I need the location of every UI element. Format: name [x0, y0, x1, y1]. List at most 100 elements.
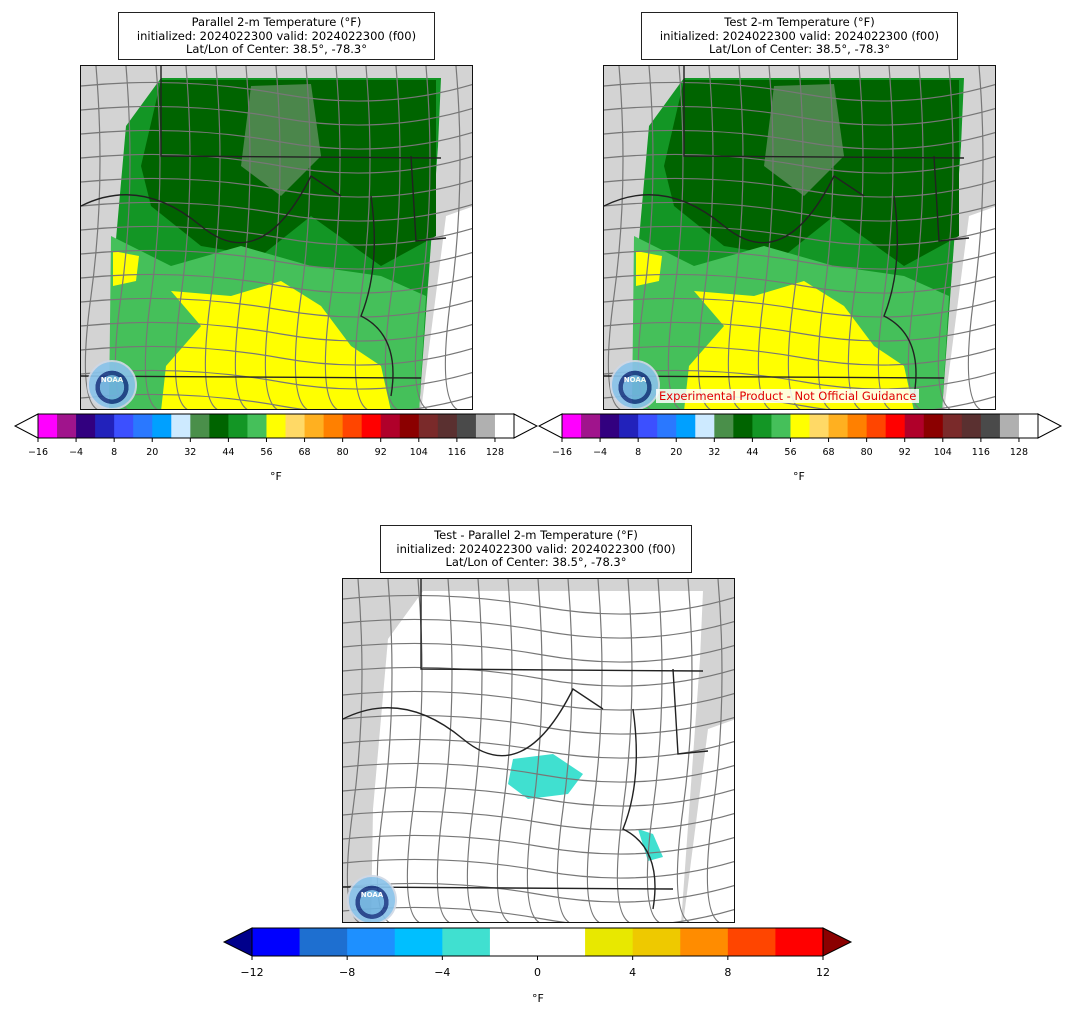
test-map: NOAA Experimental Product - Not Official… — [603, 65, 996, 410]
coastline — [622, 708, 656, 910]
parallel-colorbar: −16 −4 8 20 32 44 56 68 80 92 104 116 128 — [13, 413, 539, 463]
county-line — [81, 153, 472, 174]
colorbar-swatch — [95, 414, 115, 438]
diff-init-valid: initialized: 2024022300 valid: 202402230… — [396, 541, 676, 556]
colorbar-swatch — [581, 414, 601, 438]
colorbar-swatch — [171, 414, 191, 438]
state-boundary — [604, 375, 945, 379]
colorbar-swatch — [304, 414, 325, 438]
county-line — [414, 66, 431, 409]
colorbar-swatch — [619, 414, 639, 438]
colorbar-tick-label: −12 — [240, 966, 263, 979]
colorbar-swatch — [252, 928, 301, 956]
colorbar-swatch — [475, 414, 496, 438]
colorbar-tick-label: 0 — [534, 966, 541, 979]
county-line — [604, 105, 995, 126]
colorbar-swatch — [399, 414, 420, 438]
colorbar-swatch — [342, 414, 363, 438]
county-line — [324, 66, 341, 409]
colorbar-extend-low — [537, 413, 563, 439]
colorbar-swatch — [38, 414, 58, 438]
county-line — [81, 321, 472, 342]
county-line — [604, 81, 995, 102]
colorbar-extend-high — [1037, 413, 1063, 439]
county-line — [586, 579, 603, 922]
county-line — [343, 786, 734, 807]
test-map-field — [604, 66, 995, 409]
county-line — [967, 66, 984, 409]
colorbar-tick-label: 104 — [410, 447, 428, 458]
county-line — [343, 810, 734, 831]
state-boundary — [420, 579, 704, 672]
diff-colorbar-unit: °F — [532, 992, 544, 1005]
colorbar-swatch — [961, 414, 982, 438]
county-line — [604, 249, 995, 270]
colorbar-swatch — [133, 414, 153, 438]
county-line — [343, 690, 734, 711]
colorbar-tick-label: 68 — [823, 447, 835, 458]
colorbar-swatch — [904, 414, 925, 438]
colorbar-tick-label: 128 — [1010, 447, 1028, 458]
state-boundary — [81, 375, 422, 379]
test-init-valid: initialized: 2024022300 valid: 202402230… — [659, 28, 940, 43]
county-line — [604, 321, 995, 342]
colorbar-tick-label: 32 — [184, 447, 196, 458]
state-boundary — [81, 174, 342, 244]
parallel-center: Lat/Lon of Center: 38.5°, -78.3° — [186, 42, 367, 56]
state-lines — [81, 66, 447, 397]
county-line — [343, 762, 734, 783]
colorbar-swatch — [923, 414, 944, 438]
county-line — [81, 273, 472, 294]
colorbar-swatch — [323, 414, 344, 438]
colorbar-tick-label: 56 — [260, 447, 272, 458]
colorbar-swatch — [209, 414, 229, 438]
noaa-logo: NOAA — [610, 360, 660, 409]
colorbar-tick-label: −4 — [593, 447, 607, 458]
colorbar-swatch — [775, 928, 824, 956]
county-line — [937, 66, 954, 409]
county-line — [604, 297, 995, 318]
colorbar-tick-label: 92 — [899, 447, 911, 458]
colorbar-swatch — [632, 928, 681, 956]
county-line — [604, 153, 995, 174]
colorbar-swatch — [247, 414, 267, 438]
diff-map: NOAA — [342, 578, 735, 923]
colorbar-tick-label: −4 — [434, 966, 450, 979]
colorbar-tick-label: 80 — [861, 447, 873, 458]
parallel-title-box: Parallel 2-m Temperature (°F) initialize… — [118, 12, 435, 60]
diff-center: Lat/Lon of Center: 38.5°, -78.3° — [445, 555, 627, 569]
county-line — [343, 834, 734, 855]
colorbar-tick-label: 8 — [111, 447, 117, 458]
colorbar-tick-label: 20 — [146, 447, 158, 458]
colorbar-swatch — [680, 928, 729, 956]
county-line — [81, 105, 472, 126]
parallel-map-field — [81, 66, 472, 409]
state-boundary — [160, 66, 442, 159]
county-line — [616, 579, 633, 922]
colorbar-tick-label: 4 — [629, 966, 636, 979]
colorbar-swatch — [228, 414, 248, 438]
warm-patch — [113, 251, 139, 286]
warm-patch — [636, 251, 662, 286]
parallel-colorbar-unit: °F — [270, 470, 282, 483]
colorbar-tick-label: 128 — [486, 447, 504, 458]
county-line — [466, 579, 483, 922]
colorbar-swatch — [114, 414, 134, 438]
state-boundary — [410, 155, 447, 242]
county-line — [264, 66, 281, 409]
colorbar-swatch — [489, 928, 538, 956]
colorbar-extend-low — [222, 927, 253, 957]
colorbar-tick-label: 80 — [337, 447, 349, 458]
county-line — [384, 66, 401, 409]
colorbar-swatch — [790, 414, 811, 438]
highland-region — [241, 84, 321, 196]
county-line — [234, 66, 251, 409]
county-line — [343, 906, 734, 922]
cool-anomaly — [508, 754, 583, 799]
diff-title-box: Test - Parallel 2-m Temperature (°F) ini… — [380, 525, 692, 573]
county-line — [496, 579, 513, 922]
colorbar-swatch — [942, 414, 963, 438]
colorbar-frame — [37, 413, 515, 439]
colorbar-swatch — [537, 928, 586, 956]
highland-region — [764, 84, 844, 196]
